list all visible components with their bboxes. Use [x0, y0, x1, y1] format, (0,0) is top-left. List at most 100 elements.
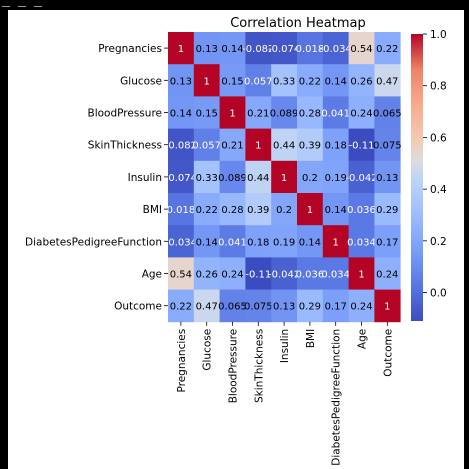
heatmap-cell — [219, 225, 246, 258]
heatmap-cell — [168, 289, 195, 323]
cell-label: 0.15 — [221, 76, 243, 87]
heatmap-cell — [297, 32, 324, 65]
top-toolbar — [0, 0, 469, 12]
x-tick-label: BloodPressure — [228, 329, 240, 403]
heatmap-cell — [219, 128, 246, 162]
cell-label: 0.018 — [296, 44, 325, 55]
heatmap-cell — [297, 225, 324, 258]
cell-label: -0.11 — [349, 141, 375, 152]
cell-label: 0.041 — [321, 109, 350, 120]
cell-label: 0.24 — [350, 109, 372, 120]
heatmap-cell — [348, 289, 375, 323]
heatmap-cell — [322, 160, 349, 194]
heatmap-cell — [193, 289, 220, 323]
cell-label: -0.082 — [165, 141, 197, 152]
cell-label: 0.24 — [221, 270, 243, 281]
cell-label: 0.14 — [325, 205, 347, 216]
cell-label: 0.24 — [376, 270, 398, 281]
y-tick-label: Age — [142, 269, 162, 281]
heatmap-cell — [193, 257, 220, 290]
cell-label: 0.47 — [196, 302, 218, 313]
heatmap-cell — [245, 225, 272, 258]
heatmap-cell — [374, 225, 401, 258]
heatmap-cell — [245, 64, 272, 97]
heatmap-cell — [271, 193, 298, 226]
heatmap-cell — [219, 193, 246, 226]
heatmap-cell — [219, 257, 246, 290]
cell-label: 0.14 — [170, 109, 192, 120]
cell-label: 0.065 — [218, 302, 247, 313]
cell-label: -0.042 — [345, 173, 377, 184]
colorbar-tick-label: 0.8 — [430, 81, 447, 93]
x-tick-label: SkinThickness — [253, 329, 265, 403]
cell-label: 0.18 — [325, 141, 347, 152]
heatmap-cell — [168, 193, 195, 226]
heatmap-cell — [348, 32, 375, 65]
colorbar — [411, 34, 423, 321]
colorbar-tick-label: 0.4 — [430, 184, 447, 196]
cell-label: 0.26 — [350, 76, 372, 87]
cell-label: 0.057 — [192, 141, 221, 152]
cell-label: 1 — [307, 205, 313, 216]
cell-label: 1 — [333, 237, 339, 248]
cell-label: 0.2 — [302, 173, 318, 184]
heatmap-cell — [322, 128, 349, 162]
heatmap-cell — [271, 289, 298, 323]
cell-label: 1 — [178, 44, 184, 55]
heatmap-cell — [322, 64, 349, 97]
heatmap-cell — [193, 64, 220, 97]
y-tick-label: BMI — [143, 204, 162, 216]
cell-label: -0.074 — [268, 44, 300, 55]
cell-label: 1 — [384, 302, 390, 313]
cell-label: 0.089 — [270, 109, 299, 120]
heatmap-cell — [374, 160, 401, 194]
cell-label: 0.036 — [347, 205, 376, 216]
cell-label: 0.065 — [373, 109, 402, 120]
heatmap-cell — [348, 257, 375, 290]
heatmap-cell — [271, 160, 298, 194]
cell-label: 0.29 — [376, 205, 398, 216]
heatmap-cell — [193, 128, 220, 162]
cell-label: 0.21 — [221, 141, 243, 152]
cell-label: 0.14 — [299, 237, 321, 248]
chevron-icon[interactable] — [2, 0, 10, 7]
heatmap-cell — [348, 128, 375, 162]
heatmap-cell — [374, 193, 401, 226]
cell-label: 0.15 — [196, 109, 218, 120]
cell-label: 0.22 — [376, 44, 398, 55]
cell-label: 0.13 — [170, 76, 192, 87]
heatmap-cell — [271, 32, 298, 65]
heatmap-cell — [297, 257, 324, 290]
heatmap-cell — [322, 193, 349, 226]
cell-label: 1 — [358, 270, 364, 281]
y-tick-label: Outcome — [114, 301, 162, 313]
heatmap-cell — [245, 96, 272, 129]
heatmap-cell — [297, 96, 324, 129]
colorbar-tick-label: 0.6 — [430, 132, 447, 144]
chart-title: Correlation Heatmap — [230, 16, 366, 31]
cell-label: 0.22 — [196, 205, 218, 216]
cell-label: 0.13 — [273, 302, 295, 313]
cell-label: 0.28 — [299, 109, 321, 120]
cell-label: 0.28 — [221, 205, 243, 216]
heatmap-cell — [245, 32, 272, 65]
heatmap-cell — [193, 32, 220, 65]
heatmap-cell — [168, 257, 195, 290]
cell-label: 0.21 — [247, 109, 269, 120]
save-icon[interactable] — [34, 0, 42, 7]
cell-label: 0.2 — [276, 205, 292, 216]
heatmap-cell — [322, 225, 349, 258]
cell-label: 0.26 — [196, 270, 218, 281]
heatmap-cell — [271, 128, 298, 162]
heatmap-cell — [297, 289, 324, 323]
heatmap-cell — [245, 128, 272, 162]
heatmap-cell — [168, 128, 195, 162]
heatmap-cell — [245, 257, 272, 290]
home-icon[interactable] — [18, 0, 26, 7]
cell-label: 0.54 — [170, 270, 192, 281]
heatmap-cell — [271, 225, 298, 258]
heatmap-cell — [374, 289, 401, 323]
cell-label: 0.19 — [273, 237, 295, 248]
heatmap-cell — [348, 160, 375, 194]
